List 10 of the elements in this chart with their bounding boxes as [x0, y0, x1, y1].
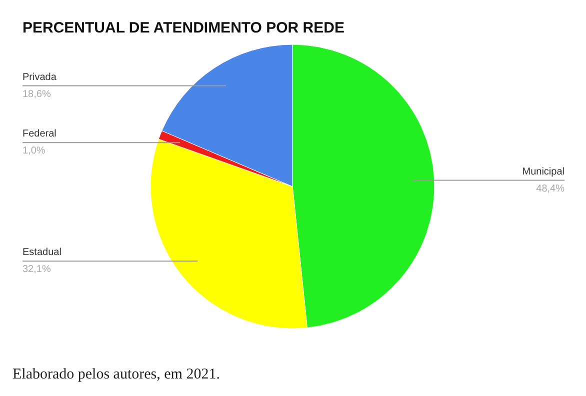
slice-label: Federal: [22, 128, 56, 140]
data-label: 48,4%: [536, 183, 565, 194]
slice-label: Privada: [22, 72, 57, 83]
data-label: 18,6%: [22, 88, 51, 100]
data-label: 32,1%: [22, 264, 51, 276]
slice-label: Estadual: [22, 247, 62, 258]
chart-title: PERCENTUAL DE ATENDIMENTO POR REDE: [22, 20, 344, 36]
text: Elaborado pelos autores, em 2021.: [12, 366, 220, 382]
slice-label: Municipal: [522, 166, 565, 178]
data-label: 1,0%: [22, 146, 46, 157]
